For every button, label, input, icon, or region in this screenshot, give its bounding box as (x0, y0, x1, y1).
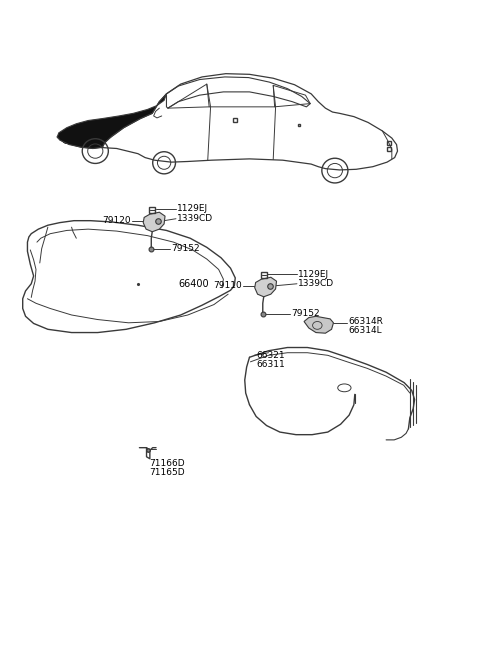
Text: 1339CD: 1339CD (178, 215, 214, 223)
Polygon shape (57, 94, 167, 148)
Text: 79152: 79152 (291, 309, 320, 318)
Text: 66314R: 66314R (348, 317, 383, 326)
Polygon shape (143, 213, 165, 232)
Text: 71165D: 71165D (149, 468, 184, 477)
Text: 79120: 79120 (102, 216, 131, 225)
Text: 66321: 66321 (257, 351, 285, 360)
Text: 1129EJ: 1129EJ (299, 270, 329, 279)
Polygon shape (304, 316, 334, 333)
Text: 1129EJ: 1129EJ (178, 205, 208, 213)
Text: 79152: 79152 (171, 244, 200, 253)
Text: 1339CD: 1339CD (299, 279, 335, 288)
Text: 66400: 66400 (179, 279, 209, 289)
Polygon shape (255, 277, 276, 297)
Text: 66314L: 66314L (348, 326, 382, 335)
Text: 71166D: 71166D (149, 459, 184, 468)
Text: 79110: 79110 (214, 281, 242, 290)
Text: 66311: 66311 (257, 360, 285, 369)
